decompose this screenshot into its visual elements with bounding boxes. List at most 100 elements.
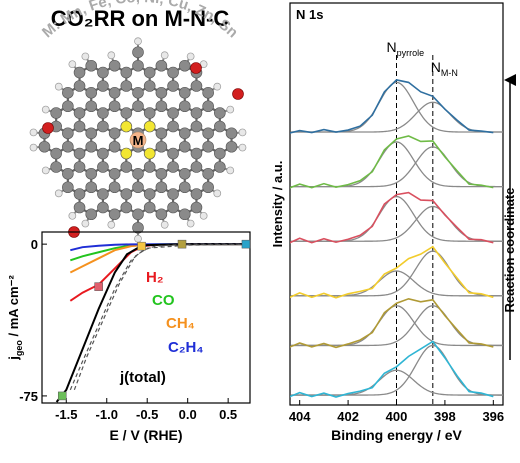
peak-label-sub: pyrrole <box>397 48 425 58</box>
carbon <box>178 59 191 72</box>
carbon <box>108 86 121 99</box>
metal <box>129 131 147 149</box>
fit-curve <box>291 141 503 188</box>
spectrum <box>290 79 494 134</box>
carbon <box>108 208 121 221</box>
marker <box>57 391 67 401</box>
carbon <box>73 80 86 92</box>
molecule: M <box>29 37 247 243</box>
x-tick-label: 400 <box>386 409 408 424</box>
carbon <box>38 140 51 153</box>
fit-curve <box>291 146 503 188</box>
carbon <box>143 201 156 214</box>
carbon <box>62 127 74 140</box>
carbon <box>85 59 98 72</box>
carbon <box>62 100 74 113</box>
carbon <box>167 161 179 173</box>
y-label-rest: / mA cm⁻² <box>6 275 21 341</box>
y-label-sub: geo <box>14 340 24 357</box>
xps-chart: 404 402 400 398 396 Binding energy / eV Intens… <box>270 2 517 443</box>
carbon <box>132 181 144 194</box>
fit-curve <box>291 305 503 347</box>
carbon <box>50 147 62 160</box>
peak-label: NM-N <box>431 59 458 78</box>
carbon <box>73 201 86 214</box>
carbon <box>155 140 168 153</box>
carbon <box>108 167 121 180</box>
hydrogen <box>81 219 90 228</box>
spectrum <box>290 297 494 349</box>
hydrogen <box>81 52 90 61</box>
carbon <box>178 100 191 113</box>
carbon <box>178 181 191 194</box>
carbon <box>62 86 74 99</box>
oxygen <box>232 88 244 100</box>
carbon <box>108 181 121 194</box>
x-tick-label: 398 <box>434 409 456 424</box>
hydrogen <box>41 105 50 114</box>
carbon <box>73 147 86 160</box>
y-axis-label: jgeo / mA cm⁻² <box>6 275 24 361</box>
hydrogen <box>199 211 208 220</box>
carbon <box>143 188 156 200</box>
peak-label: Npyrrole <box>387 39 425 58</box>
fit-curve <box>291 81 503 133</box>
y-tick-label: 0 <box>31 237 38 252</box>
x-tick-label: 402 <box>337 409 359 424</box>
nitrogen <box>120 147 133 160</box>
plot-area <box>55 243 250 403</box>
fit-curve <box>291 195 503 242</box>
marker <box>177 239 187 249</box>
carbon <box>167 107 179 119</box>
carbon <box>225 140 238 153</box>
carbon <box>190 188 203 200</box>
hydrogen <box>160 51 169 60</box>
carbon <box>132 59 144 72</box>
peak-label-main: N <box>431 59 441 75</box>
carbon <box>155 100 168 113</box>
carbon <box>73 107 86 119</box>
y-label-main: j <box>6 356 21 361</box>
series-label: H₂ <box>146 269 164 286</box>
carbon <box>155 167 168 180</box>
carbon <box>155 86 168 99</box>
carbon <box>190 80 203 92</box>
carbon <box>190 120 203 133</box>
spectrum <box>290 135 494 189</box>
carbon <box>214 107 226 119</box>
carbon <box>50 161 62 173</box>
hydrogen <box>213 82 222 91</box>
carbon <box>108 127 121 140</box>
y-tick-label: -75 <box>19 389 38 404</box>
carbon <box>143 161 156 173</box>
hydrogen <box>41 166 50 175</box>
hydrogen <box>134 234 142 243</box>
carbon <box>167 188 179 200</box>
nitrogen <box>143 147 156 160</box>
carbon <box>190 147 203 160</box>
fit-curve <box>291 305 503 347</box>
carbon <box>62 181 74 194</box>
x-tick-label: 404 <box>289 409 311 424</box>
carbon <box>202 140 214 153</box>
fit-curve <box>291 250 503 297</box>
figure-title: CO₂RR on M-N-C <box>51 6 230 31</box>
marker <box>241 239 251 249</box>
hydrogen <box>226 105 235 114</box>
carbon <box>132 167 144 180</box>
carbon <box>85 127 98 140</box>
carbon <box>132 221 144 234</box>
series-label: CH₄ <box>166 315 195 332</box>
x-tick-label: 0.0 <box>179 407 197 422</box>
carbon <box>143 66 156 79</box>
oxygen <box>190 62 202 74</box>
x-tick-label: 396 <box>482 409 504 424</box>
carbon <box>62 167 74 180</box>
hydrogen <box>186 219 195 228</box>
carbon <box>214 161 226 173</box>
hydrogen <box>107 51 116 60</box>
carbon <box>73 188 86 200</box>
hydrogen <box>226 166 235 175</box>
carbon <box>178 140 191 153</box>
